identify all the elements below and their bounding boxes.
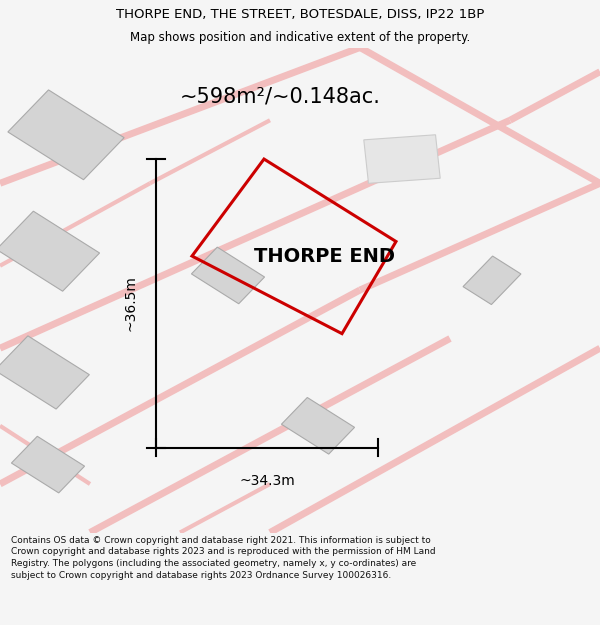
Polygon shape (8, 90, 124, 180)
Polygon shape (364, 135, 440, 183)
Text: ~598m²/~0.148ac.: ~598m²/~0.148ac. (180, 86, 381, 106)
Text: THORPE END, THE STREET, BOTESDALE, DISS, IP22 1BP: THORPE END, THE STREET, BOTESDALE, DISS,… (116, 8, 484, 21)
Text: ~36.5m: ~36.5m (124, 276, 138, 331)
Text: THORPE END: THORPE END (254, 246, 395, 266)
Polygon shape (0, 336, 89, 409)
Polygon shape (463, 256, 521, 304)
Polygon shape (11, 436, 85, 493)
Text: Contains OS data © Crown copyright and database right 2021. This information is : Contains OS data © Crown copyright and d… (11, 536, 436, 580)
Text: ~34.3m: ~34.3m (239, 474, 295, 488)
Text: Map shows position and indicative extent of the property.: Map shows position and indicative extent… (130, 31, 470, 44)
Polygon shape (281, 398, 355, 454)
Polygon shape (0, 211, 100, 291)
Polygon shape (191, 247, 265, 304)
